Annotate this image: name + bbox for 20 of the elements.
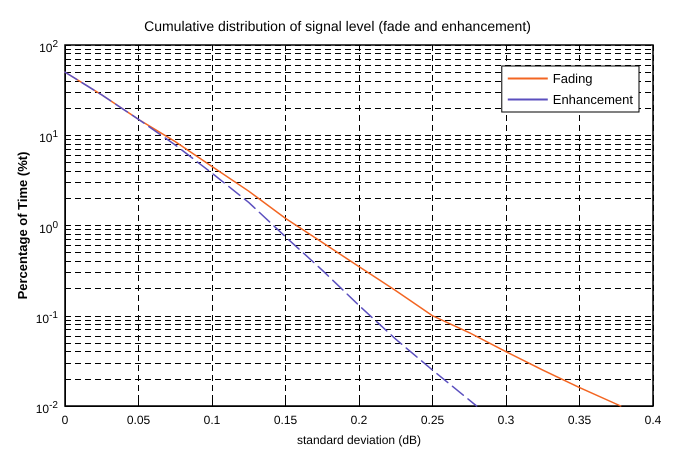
x-tick-label: 0.4 <box>644 413 662 427</box>
y-axis-title: Percentage of Time (%t) <box>15 152 30 300</box>
x-tick-label: 0.3 <box>498 413 515 427</box>
x-tick-label: 0.05 <box>126 413 150 427</box>
x-tick-label: 0.25 <box>420 413 444 427</box>
x-tick-label: 0.2 <box>350 413 368 427</box>
x-axis-title: standard deviation (dB) <box>296 433 422 447</box>
y-tick-label: 10$^{-2}$ <box>36 399 58 417</box>
y-tick-label: 10$^{2}$ <box>39 38 58 56</box>
line-series <box>64 71 478 407</box>
y-tick-label: 10$^{-1}$ <box>36 308 58 327</box>
legend-label: Enhancement <box>552 92 634 107</box>
x-tick-label: 0.15 <box>274 413 298 427</box>
y-tick-label: 10$^{0}$ <box>39 218 58 236</box>
y-tick-label: 10$^{1}$ <box>39 128 58 146</box>
legend-label: Fading <box>552 71 593 86</box>
x-tick-label: 0 <box>62 413 69 427</box>
x-tick-label: 0.1 <box>204 413 221 427</box>
x-tick-label: 0.35 <box>568 413 592 427</box>
chart-title: Cumulative distribution of signal level (fade and enhancement) <box>144 18 531 34</box>
